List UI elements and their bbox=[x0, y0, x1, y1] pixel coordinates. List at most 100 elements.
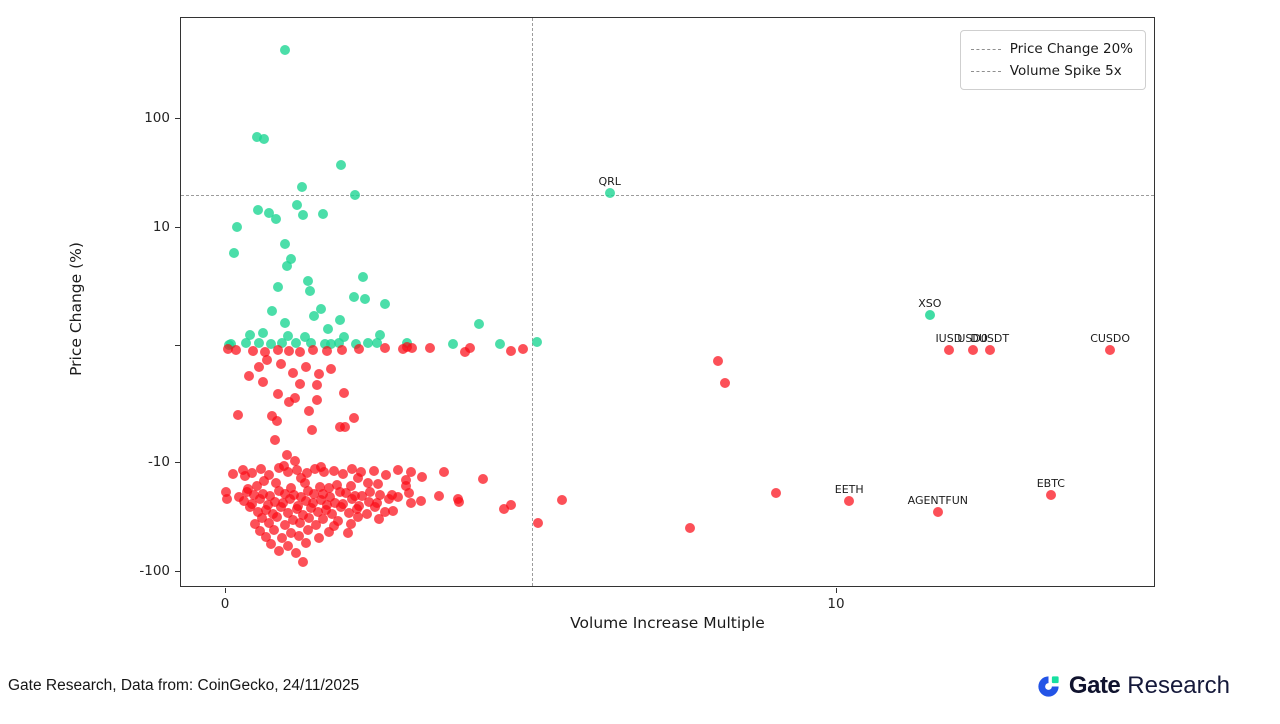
loser-dot bbox=[334, 487, 345, 498]
loser-dot bbox=[222, 344, 233, 355]
gate-logo-icon bbox=[1038, 675, 1059, 697]
dashed-line-icon bbox=[970, 70, 1001, 72]
brand-research-text: Research bbox=[1127, 672, 1230, 699]
loser-dot bbox=[283, 345, 294, 356]
loser-dot bbox=[283, 541, 294, 552]
labeled-dot-cusdo bbox=[1105, 345, 1116, 356]
y-tick-label: 100 bbox=[144, 110, 170, 126]
gainer-dot bbox=[304, 286, 315, 297]
price-change-20-refline bbox=[181, 195, 1154, 197]
loser-dot bbox=[459, 346, 470, 357]
loser-dot bbox=[261, 531, 272, 542]
gainer-dot bbox=[280, 318, 291, 329]
loser-dot bbox=[328, 520, 339, 531]
loser-dot bbox=[374, 490, 385, 501]
loser-dot bbox=[301, 537, 312, 548]
loser-dot bbox=[345, 480, 356, 491]
loser-dot bbox=[293, 530, 304, 541]
loser-dot bbox=[249, 519, 260, 530]
loser-dot bbox=[266, 411, 277, 421]
loser-dot bbox=[388, 505, 399, 516]
loser-dot bbox=[557, 494, 568, 505]
point-label-eeth: EETH bbox=[834, 482, 864, 496]
gainer-dot bbox=[271, 213, 282, 224]
loser-dot bbox=[404, 487, 415, 498]
loser-dot bbox=[258, 376, 269, 387]
loser-dot bbox=[356, 467, 367, 478]
gainer-dot bbox=[277, 337, 288, 348]
gainer-dot bbox=[244, 329, 255, 340]
gainer-dot bbox=[494, 339, 505, 350]
loser-dot bbox=[280, 489, 291, 500]
loser-dot bbox=[464, 343, 475, 354]
loser-dot bbox=[326, 364, 337, 374]
loser-dot bbox=[254, 526, 265, 537]
gainer-dot bbox=[228, 247, 239, 258]
point-label-ebtc: EBTC bbox=[1036, 476, 1065, 490]
loser-dot bbox=[264, 491, 275, 502]
gainer-dot bbox=[318, 209, 329, 220]
loser-dot bbox=[313, 506, 324, 517]
y-tick bbox=[175, 571, 180, 572]
loser-dot bbox=[362, 478, 373, 489]
loser-dot bbox=[221, 487, 231, 498]
loser-dot bbox=[301, 361, 312, 372]
loser-dot bbox=[233, 491, 244, 502]
data-source-text: Gate Research, Data from: CoinGecko, 24/… bbox=[8, 677, 360, 694]
loser-dot bbox=[333, 516, 344, 527]
loser-dot bbox=[295, 473, 306, 484]
gainer-dot bbox=[473, 319, 484, 330]
loser-dot bbox=[352, 512, 363, 523]
labeled-dot-dusdt bbox=[984, 344, 995, 355]
x-tick-label: 0 bbox=[220, 596, 230, 612]
x-tick-label: 10 bbox=[827, 596, 845, 612]
loser-dot bbox=[346, 464, 357, 475]
loser-dot bbox=[283, 466, 294, 477]
loser-dot bbox=[285, 482, 296, 493]
loser-dot bbox=[307, 345, 318, 356]
x-axis-title: Volume Increase Multiple bbox=[570, 614, 765, 632]
loser-dot bbox=[322, 500, 333, 511]
loser-dot bbox=[290, 455, 301, 466]
gainer-dot bbox=[282, 260, 293, 271]
loser-dot bbox=[276, 533, 287, 544]
gainer-dot bbox=[280, 44, 291, 55]
loser-dot bbox=[356, 491, 367, 502]
gainer-dot bbox=[334, 337, 345, 348]
loser-dot bbox=[381, 469, 392, 480]
loser-dot bbox=[247, 345, 258, 356]
loser-dot bbox=[369, 466, 380, 477]
loser-dot bbox=[257, 488, 268, 499]
loser-dot bbox=[770, 488, 781, 499]
legend-label: Volume Spike 5x bbox=[1009, 63, 1122, 79]
loser-dot bbox=[310, 519, 321, 530]
gainer-dot bbox=[323, 324, 334, 335]
loser-dot bbox=[379, 343, 390, 354]
point-label-qrl: QRL bbox=[598, 175, 621, 189]
loser-dot bbox=[308, 497, 319, 508]
x-tick bbox=[225, 588, 226, 593]
gainer-dot bbox=[357, 272, 368, 283]
loser-dot bbox=[354, 344, 365, 355]
loser-dot bbox=[362, 509, 373, 520]
loser-dot bbox=[380, 507, 391, 518]
loser-dot bbox=[318, 513, 329, 524]
loser-dot bbox=[275, 359, 286, 370]
gainer-dot bbox=[296, 181, 307, 192]
loser-dot bbox=[257, 513, 268, 524]
loser-dot bbox=[272, 388, 283, 399]
loser-dot bbox=[308, 488, 319, 499]
gainer-dot bbox=[335, 159, 346, 170]
loser-dot bbox=[340, 421, 351, 432]
gate-research-logo: Gate Research bbox=[1035, 672, 1230, 700]
loser-dot bbox=[365, 486, 376, 497]
loser-dot bbox=[323, 483, 334, 494]
gainer-dot bbox=[258, 134, 269, 145]
loser-dot bbox=[405, 467, 416, 478]
point-label-iusd: IUSD bbox=[935, 331, 963, 345]
loser-dot bbox=[352, 472, 363, 483]
loser-dot bbox=[269, 524, 280, 535]
loser-dot bbox=[310, 463, 321, 474]
loser-dot bbox=[222, 494, 233, 505]
